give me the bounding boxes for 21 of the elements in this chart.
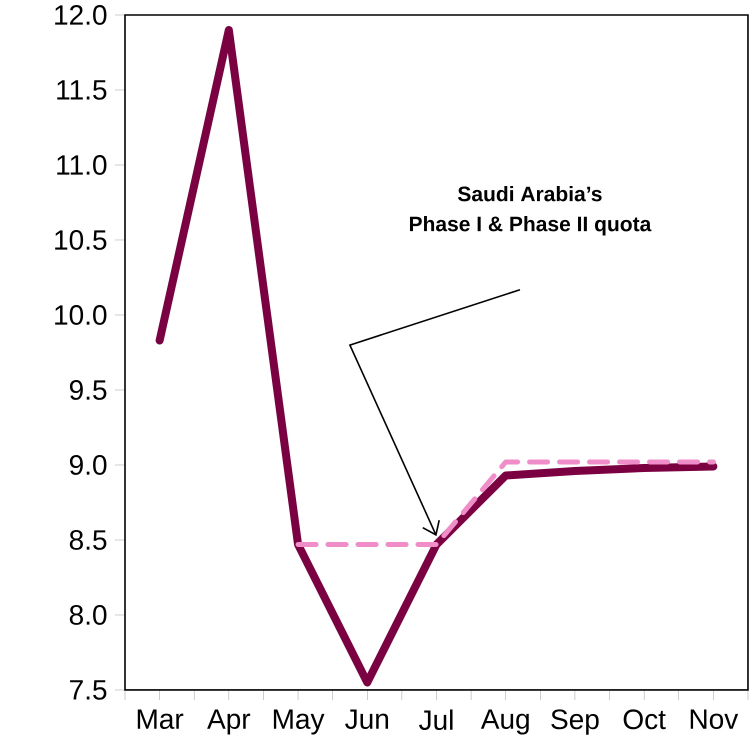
x-tick-label: Sep [551,709,599,735]
x-tick-label: Mar [138,709,184,729]
y-tick-label: 10.5 [55,230,106,250]
x-tick-label: Jul [419,709,453,730]
annotation: Saudi Arabia’s [458,186,602,202]
x-tick-label: May [274,709,324,735]
y-tick-label: 12.0 [55,5,106,25]
y-tick-label: 10.0 [55,305,106,325]
x-tick-label: Aug [480,709,529,735]
y-tick-label: 8.5 [70,530,106,550]
y-tick-label: 11.0 [57,155,106,175]
y-tick-label: 8.0 [70,605,106,625]
y-tick-label: 11.5 [57,80,106,100]
y-tick-label: 9.0 [70,455,106,475]
x-tick-label: Nov [690,709,738,729]
y-tick-label: 7.5 [70,680,106,700]
x-tick-label: Oct [624,709,666,730]
x-tick-label: Jun [345,709,388,729]
y-tick-label: 9.5 [70,380,106,400]
x-tick-label: Apr [207,709,250,735]
annotation: Phase I & Phase II quota [410,216,652,236]
